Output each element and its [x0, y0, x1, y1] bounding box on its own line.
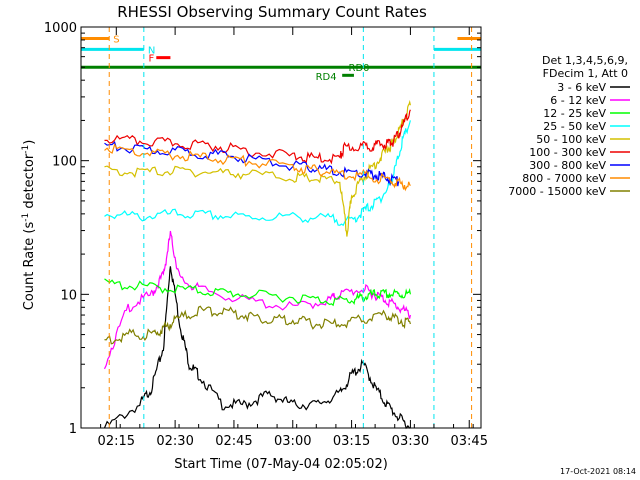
series-line-3: [104, 120, 411, 227]
legend-entry-label: 100 - 300 keV: [529, 146, 606, 159]
legend-entry-label: 3 - 6 keV: [557, 81, 606, 94]
axes-layer: 02:15 02:30 02:45 03:00 03:15 03:30 03:45 1 10 10…: [44, 21, 488, 449]
flag-label-f: F: [149, 54, 155, 65]
y-tick-label: 100: [52, 155, 77, 170]
y-tick-label: 1000: [44, 21, 77, 36]
legend-entry-label: 50 - 100 keV: [536, 133, 606, 146]
legend-entry-label: 25 - 50 keV: [543, 120, 606, 133]
y-axis-label-end: ): [22, 140, 37, 145]
legend: Det 1,3,4,5,6,9,FDecim 1, Att 03 - 6 keV…: [508, 54, 630, 198]
x-tick-label: 02:30: [156, 434, 193, 449]
plot-frame: [80, 26, 482, 429]
series-line-7: [104, 143, 411, 192]
y-axis-label-sup1: -1: [21, 213, 31, 222]
series-line-8: [104, 305, 411, 345]
legend-entry-label: 800 - 7000 keV: [522, 172, 606, 185]
x-tick-label: 03:30: [392, 434, 429, 449]
chart-title: RHESSI Observing Summary Count Rates: [117, 3, 427, 21]
legend-entry-label: 300 - 800 keV: [529, 159, 606, 172]
y-tick-label: 10: [60, 288, 77, 303]
flag-label-n: N: [148, 45, 155, 56]
flag-label-rd4: RD4: [316, 72, 337, 83]
series-layer: [103, 99, 411, 430]
legend-entry-label: 7000 - 15000 keV: [508, 185, 606, 198]
flag-label-s: S: [113, 35, 119, 46]
y-axis-label-main: Count Rate (s: [22, 222, 37, 311]
y-axis-label-mid: detector: [22, 153, 37, 213]
series-line-0: [103, 266, 411, 430]
vline-layer: [108, 27, 473, 428]
x-tick-label: 03:00: [274, 434, 311, 449]
x-tick-label: 02:15: [98, 434, 135, 449]
y-tick-label: 1: [69, 422, 77, 437]
timestamp: 17-Oct-2021 08:14: [560, 467, 636, 476]
series-line-5: [104, 109, 411, 165]
x-axis-label: Start Time (07-May-04 02:05:02): [174, 457, 388, 472]
y-axis-label: Count Rate (s-1 detector-1): [21, 140, 37, 311]
x-tick-label: 03:15: [333, 434, 370, 449]
series-line-2: [104, 278, 411, 307]
legend-header-line: Det 1,3,4,5,6,9,: [542, 54, 628, 67]
flag-layer: S NF RD0 RD4: [81, 35, 481, 83]
x-tick-label: 03:45: [451, 434, 488, 449]
flag-label-rd0: RD0: [349, 63, 370, 74]
legend-entry-label: 6 - 12 keV: [550, 94, 606, 107]
series-line-4: [104, 99, 411, 237]
y-axis-label-sup2: -1: [21, 145, 31, 154]
legend-header-line: FDecim 1, Att 0: [543, 67, 628, 80]
x-tick-label: 02:45: [215, 434, 252, 449]
legend-entry-label: 12 - 25 keV: [543, 107, 606, 120]
